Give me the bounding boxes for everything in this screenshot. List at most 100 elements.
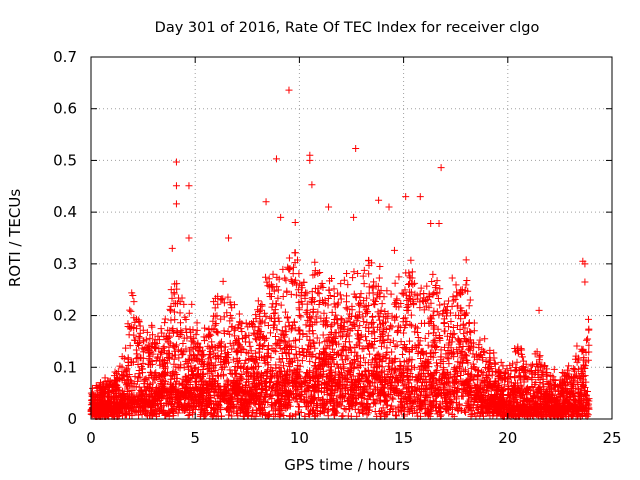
data-point <box>383 287 391 295</box>
data-point <box>228 412 236 420</box>
data-point <box>429 270 437 278</box>
data-point <box>326 291 334 299</box>
data-point <box>350 290 358 298</box>
data-point <box>282 339 290 347</box>
data-point <box>452 311 460 319</box>
data-point <box>170 355 178 363</box>
data-point <box>188 300 196 308</box>
data-point <box>435 311 443 319</box>
data-point <box>211 321 219 329</box>
data-point <box>407 256 415 264</box>
data-point <box>135 332 143 340</box>
data-point <box>278 327 286 335</box>
data-point <box>136 322 144 330</box>
data-point <box>280 331 288 339</box>
data-point <box>575 385 583 393</box>
data-point <box>264 321 272 329</box>
data-point <box>221 363 229 371</box>
data-point <box>389 395 397 403</box>
data-point <box>360 280 368 288</box>
data-point <box>242 356 250 364</box>
data-point <box>269 270 277 278</box>
data-point <box>536 352 544 360</box>
data-point <box>533 348 541 356</box>
data-point <box>389 337 397 345</box>
data-point <box>573 342 581 350</box>
data-point <box>185 309 193 317</box>
data-point <box>394 379 402 387</box>
data-point <box>330 293 338 301</box>
data-point <box>434 294 442 302</box>
data-point <box>228 345 236 353</box>
data-point <box>390 358 398 366</box>
data-point <box>390 246 398 254</box>
data-point <box>246 342 254 350</box>
data-point <box>362 323 370 331</box>
data-point <box>219 277 227 285</box>
data-point <box>393 341 401 349</box>
data-point <box>330 285 338 293</box>
data-point <box>279 292 287 300</box>
data-point <box>206 351 214 359</box>
data-point <box>466 296 474 304</box>
data-point <box>356 293 364 301</box>
data-point <box>277 301 285 309</box>
data-point <box>229 356 237 364</box>
data-point <box>279 265 287 273</box>
data-point <box>167 316 175 324</box>
data-point <box>360 266 368 274</box>
data-point <box>390 300 398 308</box>
data-point <box>407 311 415 319</box>
data-point <box>176 309 184 317</box>
data-point <box>266 329 274 337</box>
chart-title: Day 301 of 2016, Rate Of TEC Index for r… <box>155 20 540 36</box>
data-point <box>391 364 399 372</box>
data-point <box>157 325 165 333</box>
data-point <box>407 288 415 296</box>
data-point <box>433 277 441 285</box>
data-point <box>421 319 429 327</box>
data-point <box>354 269 362 277</box>
data-point <box>584 315 592 323</box>
data-point <box>270 287 278 295</box>
data-point <box>313 318 321 326</box>
data-point <box>228 370 236 378</box>
data-point <box>363 318 371 326</box>
data-point <box>201 324 209 332</box>
data-point <box>187 333 195 341</box>
data-point <box>275 355 283 363</box>
data-point <box>114 367 122 375</box>
data-point <box>149 379 157 387</box>
data-point <box>386 339 394 347</box>
data-point <box>405 337 413 345</box>
data-point <box>462 256 470 264</box>
data-point <box>173 378 181 386</box>
data-point <box>295 335 303 343</box>
data-point <box>266 290 274 298</box>
data-point <box>337 315 345 323</box>
data-point <box>296 280 304 288</box>
data-point <box>405 272 413 280</box>
data-point <box>463 276 471 284</box>
data-point <box>218 338 226 346</box>
data-point <box>292 336 300 344</box>
data-point <box>130 298 138 306</box>
data-point <box>136 373 144 381</box>
data-point <box>214 329 222 337</box>
data-point <box>252 311 260 319</box>
data-point <box>235 310 243 318</box>
data-point <box>425 304 433 312</box>
data-point <box>177 319 185 327</box>
data-point <box>349 274 357 282</box>
data-point <box>384 332 392 340</box>
data-point <box>285 254 293 262</box>
data-point <box>482 358 490 366</box>
data-point <box>314 269 322 277</box>
data-point <box>295 270 303 278</box>
data-point <box>311 258 319 266</box>
data-point <box>139 326 147 334</box>
data-point <box>171 347 179 355</box>
data-point <box>436 331 444 339</box>
data-point <box>226 339 234 347</box>
